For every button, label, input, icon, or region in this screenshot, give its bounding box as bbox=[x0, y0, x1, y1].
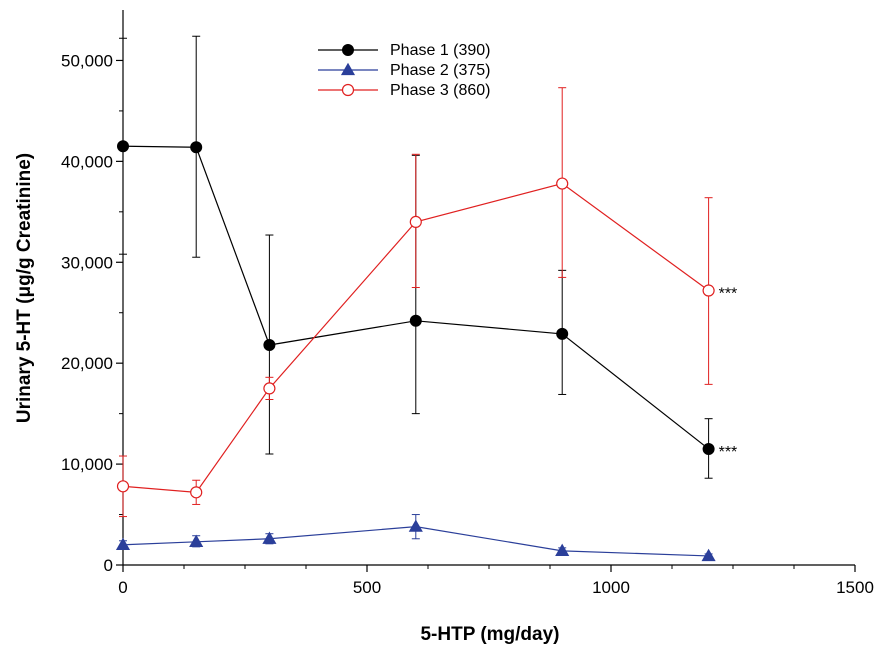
y-axis-title: Urinary 5-HT (μg/g Creatinine) bbox=[14, 153, 35, 423]
x-tick-label: 500 bbox=[353, 578, 381, 597]
legend-label: Phase 3 (860) bbox=[390, 82, 491, 99]
x-axis-title: 5-HTP (mg/day) bbox=[420, 624, 559, 645]
y-tick-label: 0 bbox=[104, 556, 113, 575]
axes: 0 500 1000 1500 0 10,000 20,000 30,000 40,000 50,… bbox=[61, 10, 874, 597]
series-line bbox=[122, 145, 709, 450]
legend-entry-1: Phase 1 (390) bbox=[318, 42, 491, 59]
data-point bbox=[190, 141, 203, 154]
x-tick-label: 1500 bbox=[836, 578, 874, 597]
series-2 bbox=[115, 514, 716, 562]
data-point bbox=[116, 480, 130, 493]
y-tick-label: 20,000 bbox=[61, 354, 113, 373]
data-point bbox=[189, 534, 204, 547]
data-point bbox=[409, 314, 422, 327]
y-tick-label: 40,000 bbox=[61, 152, 113, 171]
legend: Phase 1 (390) Phase 2 (375) Phase 3 (860) bbox=[318, 42, 491, 99]
significance-annotation: *** bbox=[719, 286, 738, 303]
data-point bbox=[555, 543, 570, 557]
significance-annotation: *** bbox=[719, 444, 738, 461]
data-point bbox=[190, 486, 203, 499]
legend-marker bbox=[340, 62, 356, 76]
x-tick-label: 1000 bbox=[592, 578, 630, 597]
y-tick-label: 50,000 bbox=[61, 51, 113, 70]
data-point bbox=[409, 215, 422, 229]
data-point bbox=[263, 339, 276, 352]
data-point bbox=[117, 140, 129, 153]
data-point bbox=[702, 284, 715, 297]
data-point bbox=[408, 519, 423, 532]
series-line bbox=[122, 526, 709, 557]
legend-entry-3: Phase 3 (860) bbox=[318, 82, 491, 99]
y-tick-label: 30,000 bbox=[61, 253, 113, 272]
data-point bbox=[701, 548, 716, 562]
data-point bbox=[702, 442, 715, 455]
legend-label: Phase 2 (375) bbox=[390, 62, 491, 79]
data-point bbox=[115, 537, 131, 550]
legend-marker bbox=[341, 83, 355, 97]
x-tick-label: 0 bbox=[118, 578, 127, 597]
y-tick-label: 10,000 bbox=[61, 455, 113, 474]
series-3: *** bbox=[116, 87, 738, 518]
data-point bbox=[556, 177, 569, 190]
data-point bbox=[262, 531, 277, 544]
legend-entry-2: Phase 2 (375) bbox=[318, 62, 491, 79]
legend-marker bbox=[342, 44, 354, 56]
series-group: *** *** bbox=[115, 35, 738, 562]
data-point bbox=[556, 327, 569, 340]
series-line bbox=[122, 182, 709, 493]
data-point bbox=[263, 382, 276, 395]
legend-label: Phase 1 (390) bbox=[390, 42, 491, 59]
series-1: *** bbox=[117, 35, 738, 479]
